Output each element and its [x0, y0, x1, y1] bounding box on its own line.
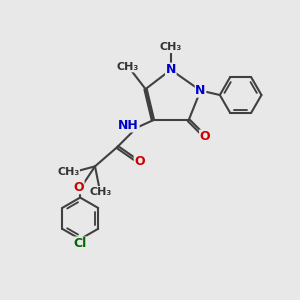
Text: O: O	[74, 181, 84, 194]
Text: N: N	[195, 84, 206, 97]
Text: CH₃: CH₃	[90, 187, 112, 196]
Text: NH: NH	[118, 119, 139, 132]
Text: CH₃: CH₃	[160, 43, 182, 52]
Text: Cl: Cl	[74, 237, 87, 250]
Text: CH₃: CH₃	[117, 62, 139, 72]
Text: N: N	[166, 63, 176, 76]
Text: O: O	[200, 130, 210, 143]
Text: O: O	[134, 155, 145, 168]
Text: CH₃: CH₃	[57, 167, 80, 177]
